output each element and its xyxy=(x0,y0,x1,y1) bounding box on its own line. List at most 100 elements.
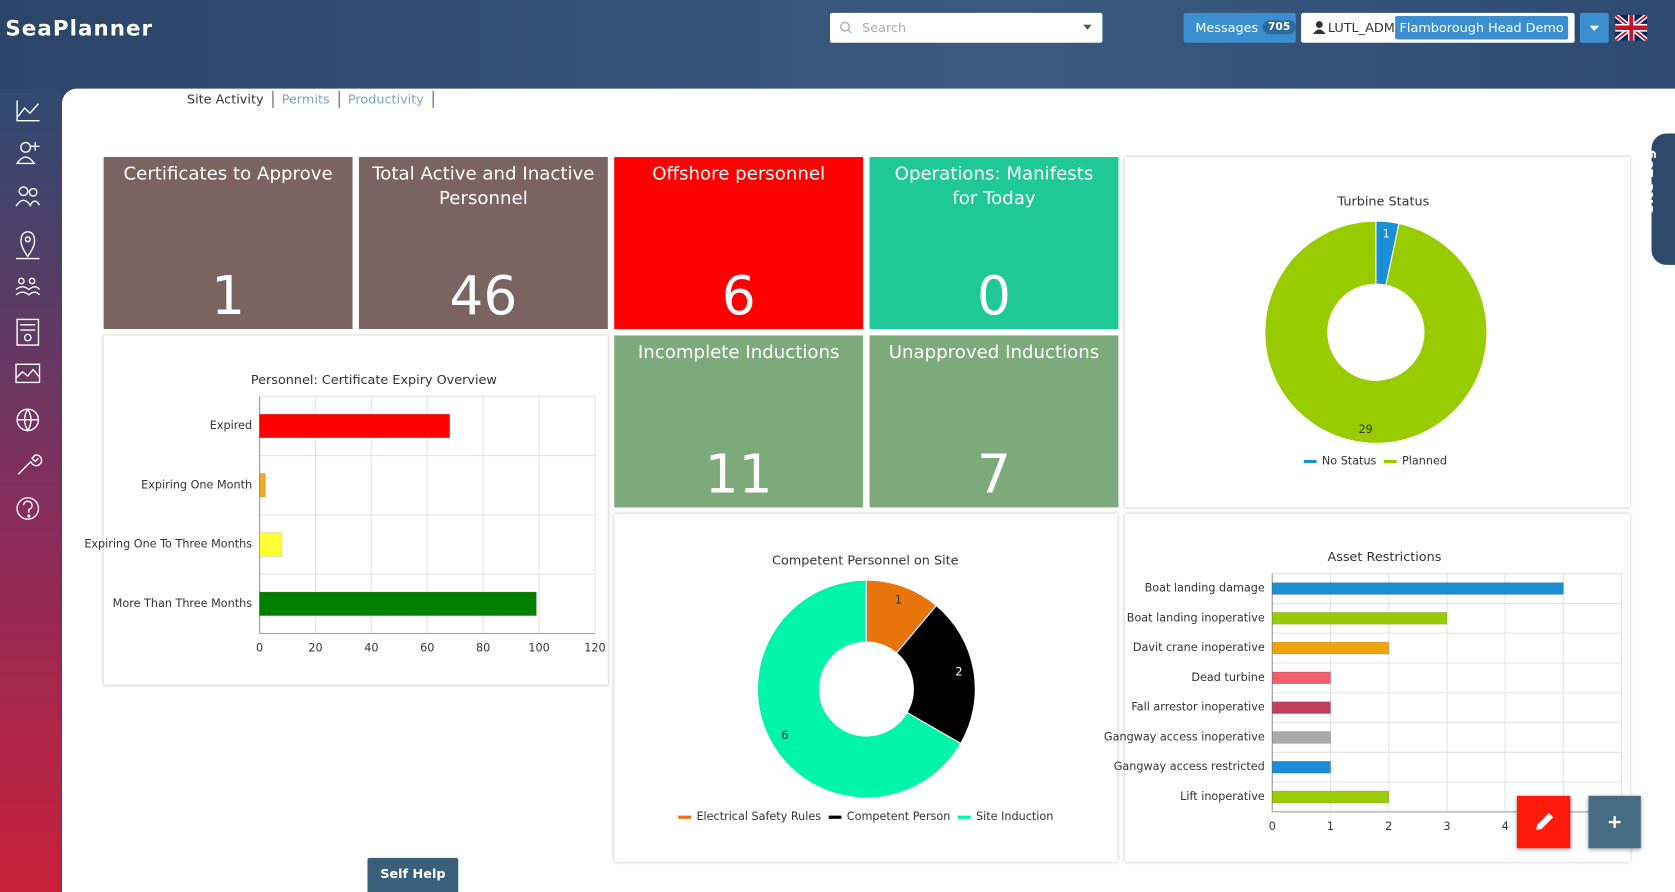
bar xyxy=(259,413,450,439)
bar xyxy=(1271,790,1390,804)
tile-title: Operations: Manifests for Today xyxy=(894,163,1094,210)
x-tick-label: 3 xyxy=(1443,820,1450,833)
pie-slice xyxy=(1264,220,1488,444)
tab[interactable]: Site Activity xyxy=(187,90,274,108)
logo[interactable]: SeaPlanner xyxy=(5,14,154,41)
nav-icon[interactable] xyxy=(15,141,40,165)
y-tick-label: Fall arrestor inoperative xyxy=(1131,701,1265,714)
messages-label: Messages xyxy=(1195,20,1259,36)
bar xyxy=(1271,701,1331,714)
bar xyxy=(1271,582,1564,595)
pie-slice xyxy=(895,604,976,745)
x-tick-label: 1 xyxy=(1327,820,1334,833)
y-tick-label: Gangway access inoperative xyxy=(1104,730,1265,743)
tile[interactable]: Certificates to Approve 1 xyxy=(103,157,353,330)
tile[interactable]: Total Active and Inactive Personnel 46 xyxy=(358,157,608,330)
site-log-label: Site Log xyxy=(1641,149,1658,214)
y-tick-label: Dead turbine xyxy=(1191,671,1264,684)
y-tick-label: Boat landing inoperative xyxy=(1127,611,1265,624)
tab[interactable]: Productivity xyxy=(339,90,434,108)
tile-title: Incomplete Inductions xyxy=(637,341,840,364)
bar xyxy=(1271,612,1448,625)
tile[interactable]: Operations: Manifests for Today 0 xyxy=(869,157,1119,330)
bar xyxy=(1271,671,1331,685)
legend-label: Competent Person xyxy=(847,810,951,823)
data-label: 1 xyxy=(895,594,902,607)
sidebar xyxy=(0,88,61,892)
search-placeholder: Search xyxy=(862,20,907,36)
tile-title: Unapproved Inductions xyxy=(888,341,1100,364)
add-button[interactable] xyxy=(1588,795,1641,849)
legend-label: No Status xyxy=(1322,454,1377,467)
dropdown-arrow xyxy=(1589,25,1600,31)
site-log-tab[interactable]: Site Log xyxy=(1641,133,1675,265)
bar xyxy=(1271,761,1331,774)
legend: Electrical Safety Rules Competent Person S… xyxy=(678,810,1053,823)
dropdown-arrow xyxy=(1083,24,1092,30)
nav-icon[interactable] xyxy=(15,277,41,296)
nav-icon[interactable] xyxy=(15,186,41,207)
search-icon xyxy=(840,21,852,34)
tile-title: Offshore personnel xyxy=(652,163,826,185)
y-tick-label: More Than Three Months xyxy=(113,597,253,610)
tile-value: 1 xyxy=(211,264,246,327)
chart-panel xyxy=(103,335,608,685)
tile-title: Certificates to Approve xyxy=(123,163,333,185)
legend: No Status Planned xyxy=(1303,454,1447,467)
messages-button[interactable]: Messages 705 xyxy=(1183,12,1296,43)
pie-slice xyxy=(756,579,962,799)
tile[interactable]: Incomplete Inductions 11 xyxy=(614,335,864,508)
pencil-icon xyxy=(1536,812,1554,831)
chart-panel xyxy=(1124,157,1631,508)
nav-icon[interactable] xyxy=(17,454,43,475)
tile-value: 11 xyxy=(704,443,773,506)
nav-icon[interactable] xyxy=(15,363,41,384)
x-tick-label: 20 xyxy=(308,641,322,654)
chart-panel xyxy=(614,513,1118,863)
sidebar-icons xyxy=(15,100,43,520)
y-tick-label: Davit crane inoperative xyxy=(1133,641,1265,654)
menu-dropdown[interactable] xyxy=(1579,12,1609,43)
chart-title: Personnel: Certificate Expiry Overview xyxy=(251,373,497,388)
nav-icon[interactable] xyxy=(16,408,40,432)
y-tick-label: Expiring One To Three Months xyxy=(84,538,252,551)
x-tick-label: 0 xyxy=(1269,820,1276,833)
nav-icon[interactable] xyxy=(16,318,40,346)
user-box[interactable]: LUTL_ADM Flamborough Head Demo xyxy=(1301,12,1575,43)
nav-icon[interactable] xyxy=(16,231,40,260)
y-tick-label: Boat landing damage xyxy=(1145,582,1265,595)
x-tick-label: 80 xyxy=(476,641,490,654)
edit-button[interactable] xyxy=(1516,795,1571,849)
language-flag[interactable] xyxy=(1615,14,1648,41)
legend-label: Electrical Safety Rules xyxy=(696,810,821,823)
legend-label: Site Induction xyxy=(976,810,1053,823)
y-tick-label: Lift inoperative xyxy=(1180,790,1265,803)
chart-title: Turbine Status xyxy=(1336,194,1429,209)
search-box[interactable]: Search xyxy=(830,12,1103,43)
bar xyxy=(259,591,537,616)
site-button[interactable]: Flamborough Head Demo xyxy=(1395,16,1569,40)
messages-badge: 705 xyxy=(1262,20,1296,35)
x-tick-label: 120 xyxy=(584,641,605,654)
tile[interactable]: Offshore personnel 6 xyxy=(614,157,864,330)
tile[interactable]: Unapproved Inductions 7 xyxy=(869,335,1119,508)
x-tick-label: 4 xyxy=(1502,820,1509,833)
nav-icon[interactable] xyxy=(16,497,40,520)
x-tick-label: 40 xyxy=(364,641,378,654)
legend-label: Planned xyxy=(1402,454,1447,467)
tab[interactable]: Permits xyxy=(273,90,340,108)
x-tick-label: 100 xyxy=(528,641,549,654)
bar xyxy=(259,532,283,557)
user-icon xyxy=(1312,21,1326,35)
nav-icon[interactable] xyxy=(16,100,40,122)
bar xyxy=(1271,731,1331,744)
self-help-button[interactable]: Self Help xyxy=(367,857,459,892)
tile-value: 6 xyxy=(721,264,756,327)
x-tick-label: 60 xyxy=(420,641,434,654)
x-tick-label: 2 xyxy=(1385,820,1392,833)
data-label: 29 xyxy=(1358,423,1372,436)
tile-value: 7 xyxy=(977,443,1011,506)
tile-value: 0 xyxy=(977,264,1011,327)
